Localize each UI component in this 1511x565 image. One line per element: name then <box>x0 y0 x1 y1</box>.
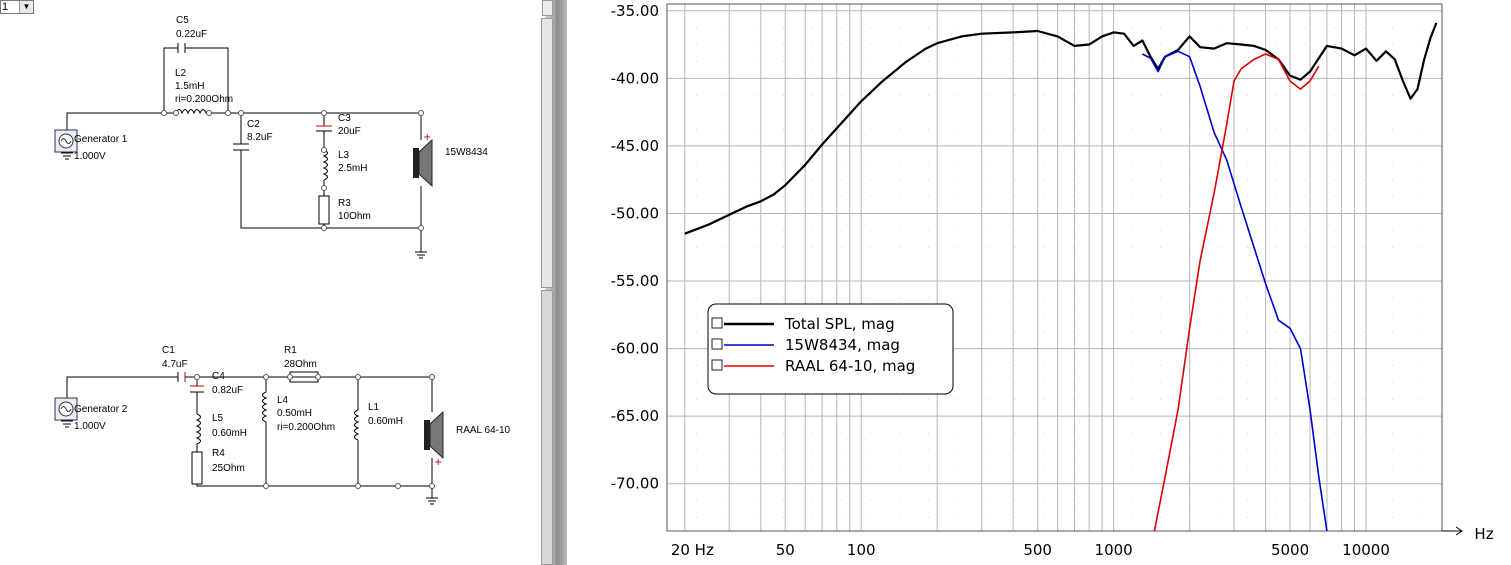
c5-value: 0.22uF <box>176 29 207 40</box>
series-line-2 <box>1153 53 1320 531</box>
y-tick-label: -50.00 <box>611 204 659 222</box>
r4-value: 25Ohm <box>212 463 245 474</box>
l5-name: L5 <box>212 413 224 424</box>
y-tick-label: -35.00 <box>611 2 659 20</box>
chevron-down-icon[interactable]: ▼ <box>19 1 33 13</box>
r4-name: R4 <box>212 448 225 459</box>
svg-text:+: + <box>423 132 431 143</box>
x-tick-label: 50 <box>776 541 795 559</box>
l3-value: 2.5mH <box>338 163 367 174</box>
chart-legend[interactable]: Total SPL, mag 15W8434, mag RAAL 64-10, ma… <box>707 303 954 395</box>
r1-name: R1 <box>284 345 297 356</box>
c3-value: 20uF <box>338 126 361 137</box>
legend-label: 15W8434, mag <box>785 336 900 354</box>
legend-box <box>707 303 954 395</box>
woofer-speaker-icon[interactable]: + <box>413 132 433 188</box>
c4-name: C4 <box>212 371 225 382</box>
legend-label: Total SPL, mag <box>784 315 895 333</box>
x-axis-ticks: 20 Hz 50 100 500 1000 5000 10000 <box>671 541 1390 559</box>
c1-name: C1 <box>162 345 175 356</box>
x-tick-label: 100 <box>847 541 876 559</box>
x-axis-unit: Hz <box>1474 525 1493 543</box>
woofer-name: 15W8434 <box>445 147 488 158</box>
c2-value: 8.2uF <box>247 132 273 143</box>
chart-grid <box>667 4 1443 531</box>
y-tick-label: -40.00 <box>611 69 659 87</box>
c5-name: C5 <box>176 15 189 26</box>
r3-name: R3 <box>338 198 351 209</box>
series-line-0 <box>684 22 1438 235</box>
generator-1[interactable] <box>54 129 78 153</box>
l3-name: L3 <box>338 150 350 161</box>
y-tick-label: -65.00 <box>611 407 659 425</box>
x-tick-label: 20 Hz <box>671 541 714 559</box>
series-line-1 <box>1142 50 1328 531</box>
series-lines <box>684 22 1438 531</box>
generator-2[interactable] <box>54 397 78 421</box>
c2-name: C2 <box>247 119 260 130</box>
gen2-value: 1.000V <box>74 421 106 432</box>
x-tick-label: 500 <box>1023 541 1052 559</box>
gen1-value: 1.000V <box>74 151 106 162</box>
y-tick-label: -55.00 <box>611 272 659 290</box>
view-selector-dropdown[interactable]: 1 ▼ <box>0 0 34 14</box>
x-tick-label: 5000 <box>1271 541 1309 559</box>
svg-text:+: + <box>434 457 442 468</box>
schematic-canvas[interactable]: + + Generator 1 1.000V C5 0.22uF L2 1.5m… <box>0 0 545 565</box>
scroll-up-arrow-icon[interactable] <box>542 0 553 16</box>
l2-value: 1.5mH <box>175 81 204 92</box>
plot-frame <box>666 3 1443 532</box>
chart-background <box>567 0 1511 565</box>
tweeter-speaker-icon[interactable]: + <box>424 410 444 468</box>
c3-name: C3 <box>338 113 351 124</box>
tweeter-name: RAAL 64-10 <box>456 425 511 436</box>
l5-value: 0.60mH <box>212 428 247 439</box>
y-tick-label: -70.00 <box>611 475 659 493</box>
l2-name: L2 <box>175 68 187 79</box>
legend-checkbox <box>711 317 723 329</box>
gen1-name: Generator 1 <box>74 134 128 145</box>
l4-name: L4 <box>277 395 289 406</box>
x-tick-label: 1000 <box>1095 541 1133 559</box>
scrollbar-thumb[interactable] <box>541 18 553 288</box>
y-axis-ticks: -35.00 -40.00 -45.00 -50.00 -55.00 -60.00 -65.… <box>611 2 659 493</box>
y-tick-label: -60.00 <box>611 340 659 358</box>
x-axis-arrow: Hz <box>1442 525 1494 543</box>
gen2-name: Generator 2 <box>74 404 128 415</box>
x-tick-label: 10000 <box>1342 541 1390 559</box>
l4-ri: ri=0.200Ohm <box>277 422 335 433</box>
legend-checkbox <box>711 359 723 371</box>
l1-name: L1 <box>368 402 380 413</box>
c4-value: 0.82uF <box>212 385 243 396</box>
scrollbar-track[interactable] <box>541 290 553 565</box>
c1-value: 4.7uF <box>162 359 188 370</box>
view-selector-value: 1 <box>2 1 9 13</box>
r1-value: 28Ohm <box>284 359 317 370</box>
legend-label: RAAL 64-10, mag <box>785 357 915 375</box>
frequency-response-chart[interactable]: -35.00 -40.00 -45.00 -50.00 -55.00 -60.00 -65.… <box>567 0 1511 565</box>
l1-value: 0.60mH <box>368 416 403 427</box>
legend-checkbox <box>711 338 723 350</box>
l2-ri: ri=0.200Ohm <box>175 94 233 105</box>
r3-value: 10Ohm <box>338 211 371 222</box>
l4-value: 0.50mH <box>277 408 312 419</box>
x-axis-arrow-head <box>1455 526 1463 536</box>
y-tick-label: -45.00 <box>611 137 659 155</box>
